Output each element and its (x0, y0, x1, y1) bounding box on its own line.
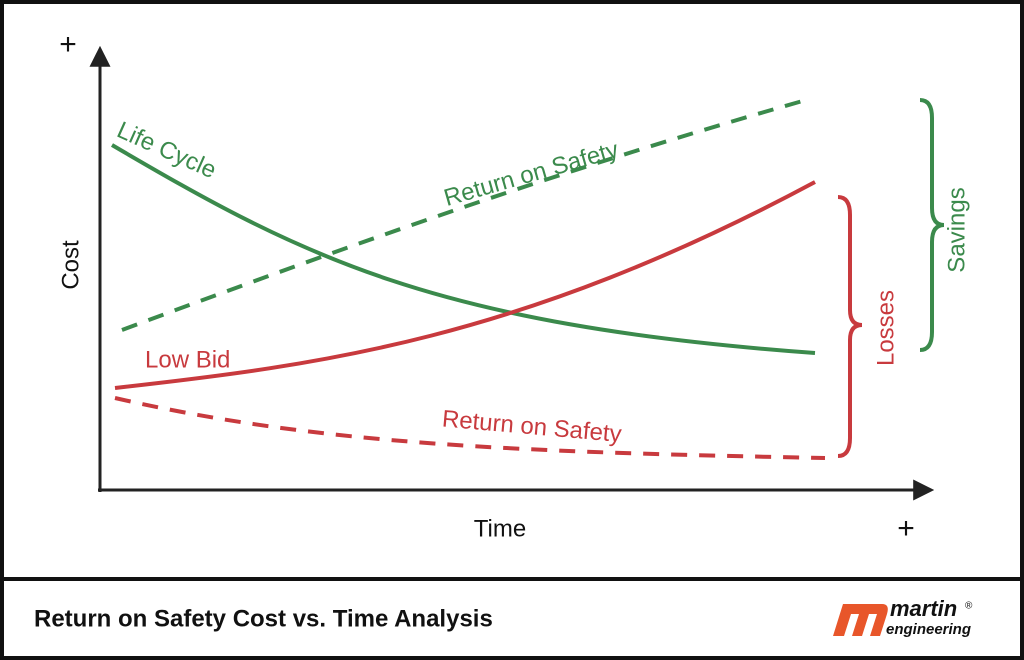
y-label: Cost (57, 240, 84, 290)
logo-mark: ® (965, 601, 973, 612)
low-bid-label: Low Bid (145, 346, 230, 373)
losses-brace (837, 195, 863, 458)
savings-brace (919, 98, 945, 352)
y-plus: + (59, 28, 77, 61)
x-plus: + (897, 512, 915, 545)
low-bid-curve (114, 180, 816, 390)
life-cycle-curve (110, 143, 816, 355)
losses-label: Losses (872, 290, 899, 366)
savings-label: Savings (943, 187, 970, 272)
return-red-curve (114, 396, 826, 460)
footer-title: Return on Safety Cost vs. Time Analysis (34, 605, 493, 632)
logo: martin ® engineering (833, 596, 973, 638)
logo-subtitle: engineering (886, 621, 971, 638)
logo-name: martin (890, 596, 957, 621)
logo-icon (833, 604, 888, 636)
x-label: Time (474, 515, 526, 542)
